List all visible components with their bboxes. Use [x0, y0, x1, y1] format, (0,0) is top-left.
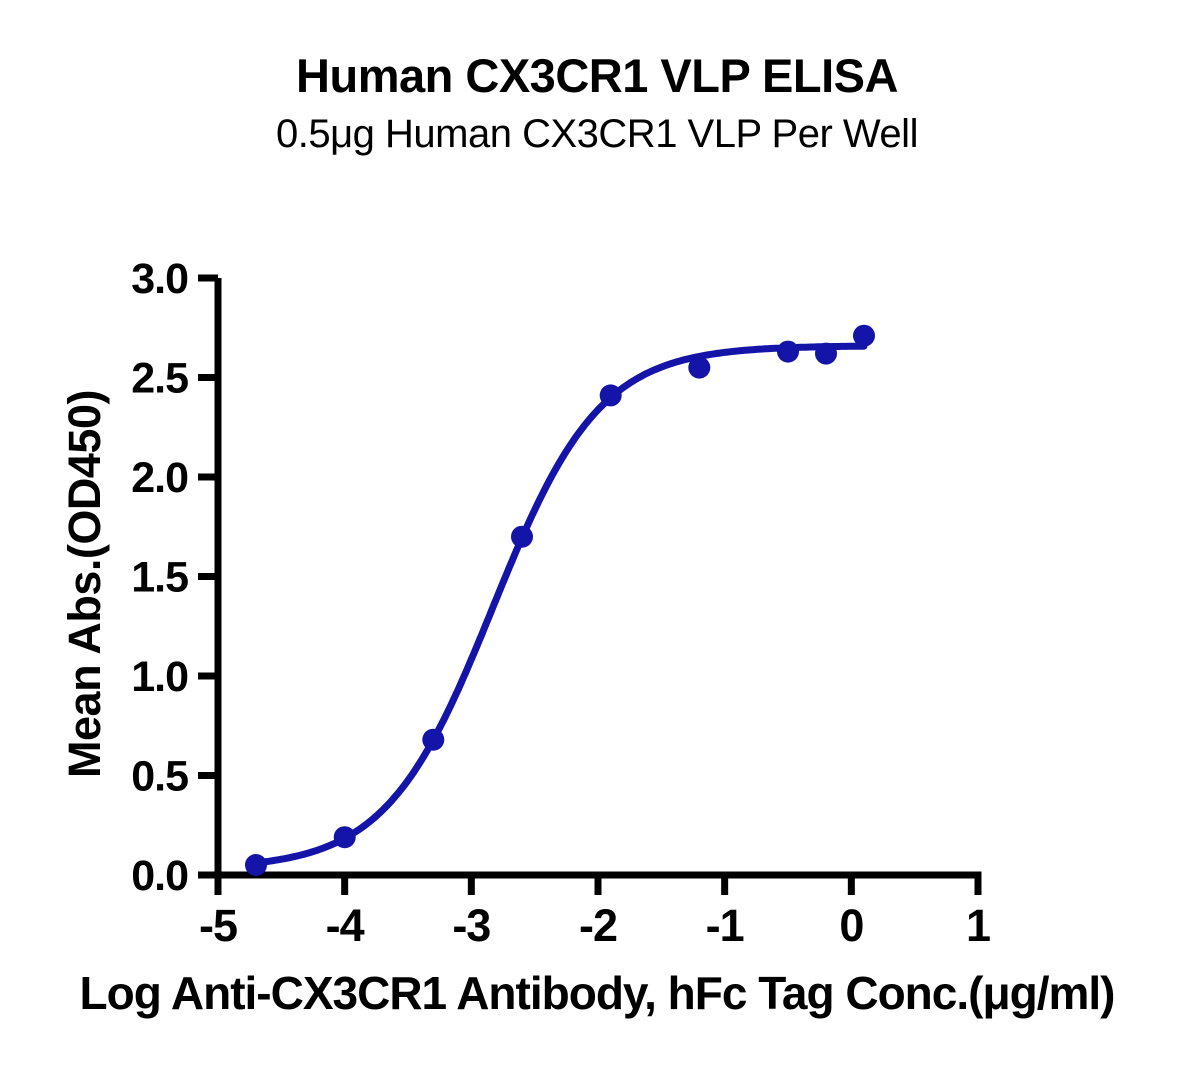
- data-point: [688, 356, 711, 379]
- y-ticks: [198, 274, 218, 879]
- x-tick-labels: -5 -4 -3 -2 -1 0 1: [199, 900, 991, 951]
- data-point: [422, 728, 445, 751]
- y-tick-label: 0.5: [131, 753, 188, 801]
- y-tick-label: 1.5: [131, 554, 188, 602]
- axis-spine: [214, 278, 982, 879]
- data-point: [599, 384, 622, 407]
- x-tick-label: -1: [706, 900, 744, 951]
- x-tick-label: -2: [579, 900, 617, 951]
- data-point: [853, 324, 875, 347]
- y-tick-label: 0.0: [131, 852, 188, 900]
- y-tick-label: 2.0: [131, 454, 188, 502]
- data-point: [333, 826, 356, 849]
- x-tick-label: -4: [326, 900, 365, 951]
- data-points: [245, 324, 875, 876]
- x-axis-title: Log Anti-CX3CR1 Antibody, hFc Tag Conc.(…: [79, 967, 1116, 1019]
- x-tick-label: -3: [452, 900, 490, 951]
- fit-curve: [250, 342, 868, 867]
- data-point: [511, 525, 533, 548]
- fit-curve-path: [250, 342, 868, 867]
- chart-title: Human CX3CR1 VLP ELISA: [296, 49, 898, 102]
- data-point: [777, 340, 799, 363]
- axes: [214, 278, 982, 879]
- x-tick-label: -5: [199, 900, 237, 951]
- y-tick-label: 1.0: [131, 653, 188, 701]
- data-point: [245, 854, 267, 876]
- x-tick-label: 1: [966, 900, 990, 951]
- chart-subtitle: 0.5μg Human CX3CR1 VLP Per Well: [276, 112, 918, 156]
- y-tick-label: 3.0: [131, 255, 188, 303]
- y-tick-labels: 0.0 0.5 1.0 1.5 2.0 2.5 3.0: [131, 255, 189, 900]
- x-tick-label: 0: [839, 900, 863, 951]
- y-tick-label: 2.5: [131, 355, 188, 403]
- x-ticks: [214, 875, 982, 895]
- data-point: [815, 342, 837, 365]
